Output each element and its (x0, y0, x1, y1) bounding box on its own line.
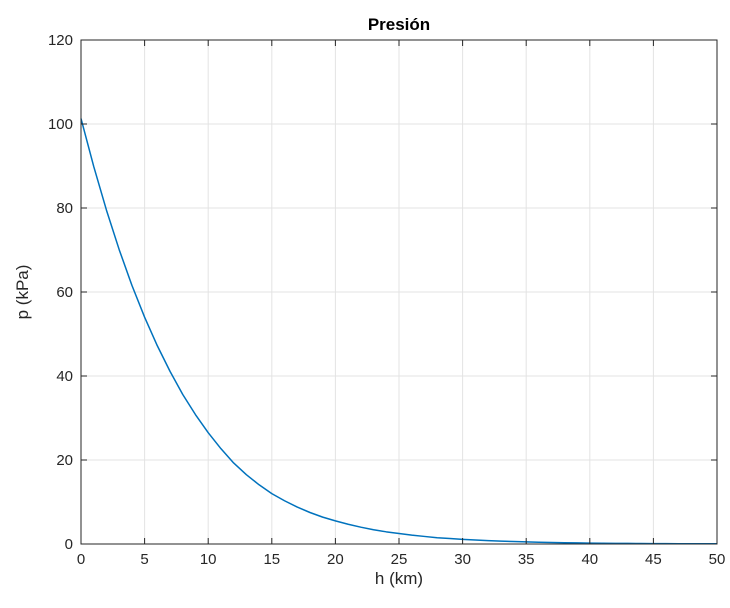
y-tick-label: 0 (65, 536, 73, 553)
y-tick-label: 40 (56, 368, 73, 385)
y-tick-label: 20 (56, 452, 73, 469)
x-tick-label: 30 (454, 551, 471, 568)
grid-lines (81, 40, 717, 544)
x-tick-label: 35 (518, 551, 535, 568)
tick-marks (80, 39, 718, 545)
y-axis-label: p (kPa) (13, 265, 32, 320)
y-tick-labels: 0 20 40 60 80 100 120 (48, 32, 73, 553)
pressure-series-line (80, 118, 718, 545)
x-tick-label: 50 (709, 551, 726, 568)
x-tick-label: 5 (140, 551, 148, 568)
x-tick-label: 20 (327, 551, 344, 568)
x-tick-label: 15 (263, 551, 280, 568)
x-tick-label: 40 (581, 551, 598, 568)
y-tick-label: 120 (48, 32, 73, 49)
x-axis-label: h (km) (375, 569, 423, 588)
x-tick-label: 10 (200, 551, 217, 568)
x-tick-label: 25 (391, 551, 408, 568)
y-tick-label: 100 (48, 116, 73, 133)
x-tick-label: 0 (77, 551, 85, 568)
x-tick-labels: 0 5 10 15 20 25 30 35 40 45 50 (77, 551, 726, 568)
y-tick-label: 60 (56, 284, 73, 301)
plot-area (80, 118, 718, 545)
x-tick-label: 45 (645, 551, 662, 568)
y-tick-label: 80 (56, 200, 73, 217)
chart-title: Presión (368, 15, 430, 34)
